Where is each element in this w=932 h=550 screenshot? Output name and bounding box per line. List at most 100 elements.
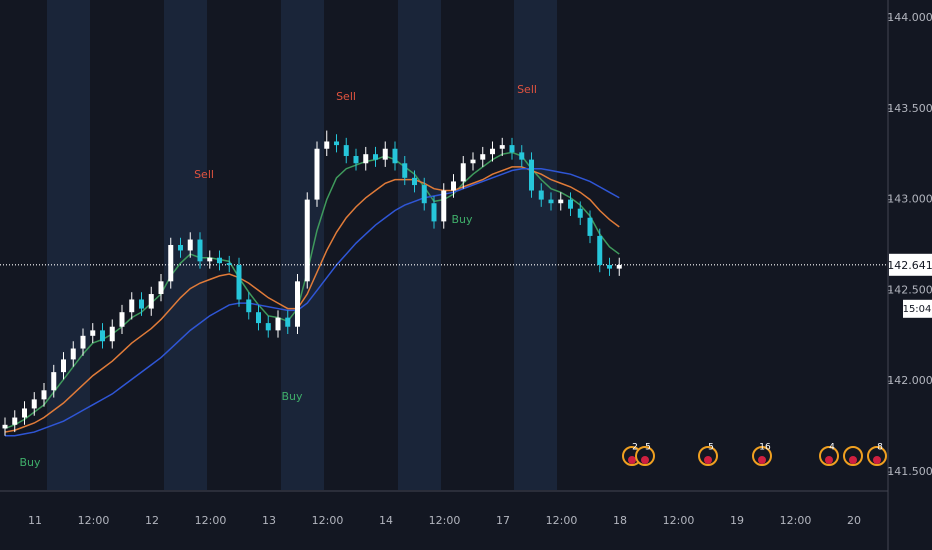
x-tick-label: 12:00	[663, 514, 695, 527]
countdown-tag	[903, 299, 932, 318]
x-tick-label: 12:00	[429, 514, 461, 527]
signal-label: Buy	[281, 390, 303, 403]
candle-body	[480, 154, 486, 160]
candle-body	[392, 148, 398, 164]
candle-body	[31, 399, 37, 409]
candle-body	[577, 208, 583, 218]
x-tick-label: 12:00	[312, 514, 344, 527]
candle-body	[597, 235, 603, 265]
y-tick-label: 143.500	[887, 102, 932, 115]
x-tick-label: 12:00	[546, 514, 578, 527]
candle-body	[441, 190, 447, 222]
y-tick-label: 142.000	[887, 374, 932, 387]
candle-body	[119, 312, 125, 327]
candle-body	[616, 264, 622, 269]
candle-body	[285, 317, 291, 327]
x-tick-label: 20	[847, 514, 861, 527]
candle-body	[109, 326, 115, 342]
candle-body	[61, 359, 66, 373]
event-count: 16	[759, 443, 771, 453]
candle-body	[343, 145, 349, 157]
candle-body	[51, 372, 57, 391]
candle-body	[246, 299, 252, 313]
candle-body	[538, 190, 544, 200]
candle-body	[509, 145, 515, 153]
event-count: 8	[877, 443, 883, 453]
y-tick-label: 143.000	[887, 193, 932, 206]
x-tick-label: 13	[262, 514, 276, 527]
signal-label: Sell	[336, 90, 356, 103]
candle-body	[256, 312, 261, 324]
x-tick-label: 14	[379, 514, 393, 527]
candle-body	[431, 203, 437, 222]
candle-body	[460, 163, 466, 182]
event-flag	[873, 456, 881, 464]
candle-body	[587, 217, 593, 236]
candle-body	[265, 323, 271, 331]
candle-body	[178, 245, 183, 251]
candle-body	[304, 199, 310, 282]
candle-body	[607, 264, 612, 269]
event-flag	[704, 456, 712, 464]
candle-body	[2, 424, 8, 429]
event-flag	[849, 456, 857, 464]
candle-body	[382, 148, 388, 160]
event-count: 5	[645, 443, 651, 453]
x-tick-label: 12	[145, 514, 159, 527]
candle-body	[295, 281, 300, 327]
candle-body	[470, 159, 476, 164]
candle-body	[529, 159, 534, 191]
x-tick-label: 12:00	[195, 514, 227, 527]
candle-body	[187, 239, 193, 251]
candle-body	[90, 330, 96, 336]
candle-body	[490, 148, 495, 155]
x-tick-label: 19	[730, 514, 744, 527]
candle-body	[353, 156, 359, 164]
event-flag	[758, 456, 766, 464]
candle-body	[148, 294, 154, 309]
y-tick-label: 141.500	[887, 465, 932, 478]
y-tick-label: 142.500	[887, 283, 932, 296]
candle-body	[324, 141, 330, 149]
signal-label: Sell	[517, 83, 537, 96]
event-count: 4	[829, 443, 835, 453]
event-flag	[641, 456, 649, 464]
x-tick-label: 11	[28, 514, 42, 527]
price-tag-label: 142.641	[887, 259, 932, 272]
candle-body	[548, 199, 554, 204]
candle-body	[421, 185, 427, 204]
signal-label: Sell	[194, 168, 214, 181]
session-band	[47, 0, 90, 490]
x-tick-label: 18	[613, 514, 627, 527]
y-tick-label: 144.000	[887, 11, 932, 24]
candle-body	[451, 181, 456, 191]
candle-body	[402, 163, 408, 178]
candle-body	[168, 245, 174, 282]
candle-body	[236, 264, 242, 300]
candle-body	[499, 145, 505, 149]
candle-body	[373, 154, 378, 160]
candle-body	[80, 335, 86, 349]
candle-body	[217, 257, 222, 264]
signal-label: Buy	[19, 456, 41, 469]
candle-body	[207, 257, 213, 262]
event-flag	[825, 456, 833, 464]
x-tick-label: 17	[496, 514, 510, 527]
moving-average	[4, 166, 620, 433]
candle-body	[519, 152, 525, 160]
candle-body	[129, 299, 135, 313]
candle-body	[226, 263, 232, 265]
candle-body	[314, 148, 320, 200]
x-tick-label: 12:00	[780, 514, 812, 527]
signal-label: Buy	[451, 213, 473, 226]
candle-body	[558, 199, 564, 204]
candle-body	[363, 154, 369, 164]
candle-body	[70, 348, 76, 360]
candle-body	[139, 299, 144, 309]
event-count: 5	[708, 443, 714, 453]
x-tick-label: 12:00	[78, 514, 110, 527]
candle-body	[412, 177, 417, 186]
candle-body	[22, 408, 27, 418]
event-flag	[628, 456, 636, 464]
